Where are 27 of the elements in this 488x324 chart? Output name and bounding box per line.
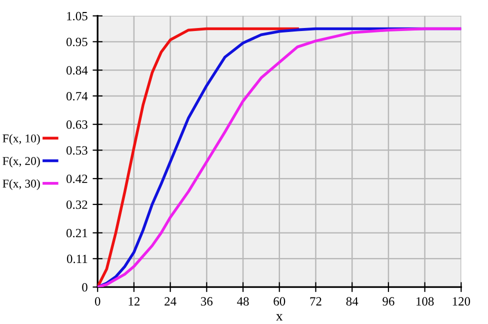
y-tick-label: 1.05 xyxy=(67,12,88,20)
y-tick-label: 0.95 xyxy=(66,38,88,46)
x-tick-label: 60 xyxy=(274,297,286,306)
y-tick-label: 0.11 xyxy=(66,254,88,264)
y-tick-label: 0.63 xyxy=(66,120,88,129)
legend-label: F(x, 20) xyxy=(2,156,40,168)
y-tick-label: 0.53 xyxy=(66,146,88,155)
x-tick-label: 84 xyxy=(346,297,358,306)
x-tick-label: 12 xyxy=(128,297,140,306)
y-tick-label: 0.84 xyxy=(66,66,88,75)
x-tick-label: 120 xyxy=(452,297,470,306)
x-tick-label: 48 xyxy=(237,297,249,306)
x-axis-title: x xyxy=(276,314,283,321)
legend-label: F(x, 30) xyxy=(2,179,40,190)
legend-label: F(x, 10) xyxy=(2,134,40,145)
x-tick-label: 96 xyxy=(382,297,394,306)
x-tick-label: 24 xyxy=(164,297,176,306)
y-tick-label: 0.32 xyxy=(66,200,88,209)
y-tick-label: 0.21 xyxy=(66,228,88,238)
x-tick-label: 72 xyxy=(310,297,322,306)
y-tick-label: 0 xyxy=(82,283,88,292)
x-tick-label: 0 xyxy=(94,297,100,306)
y-tick-label: 0.74 xyxy=(66,92,88,100)
x-tick-label: 108 xyxy=(416,297,434,306)
y-tick-label: 0.42 xyxy=(66,174,88,184)
line-series xyxy=(98,27,299,288)
x-tick-label: 36 xyxy=(201,297,213,306)
